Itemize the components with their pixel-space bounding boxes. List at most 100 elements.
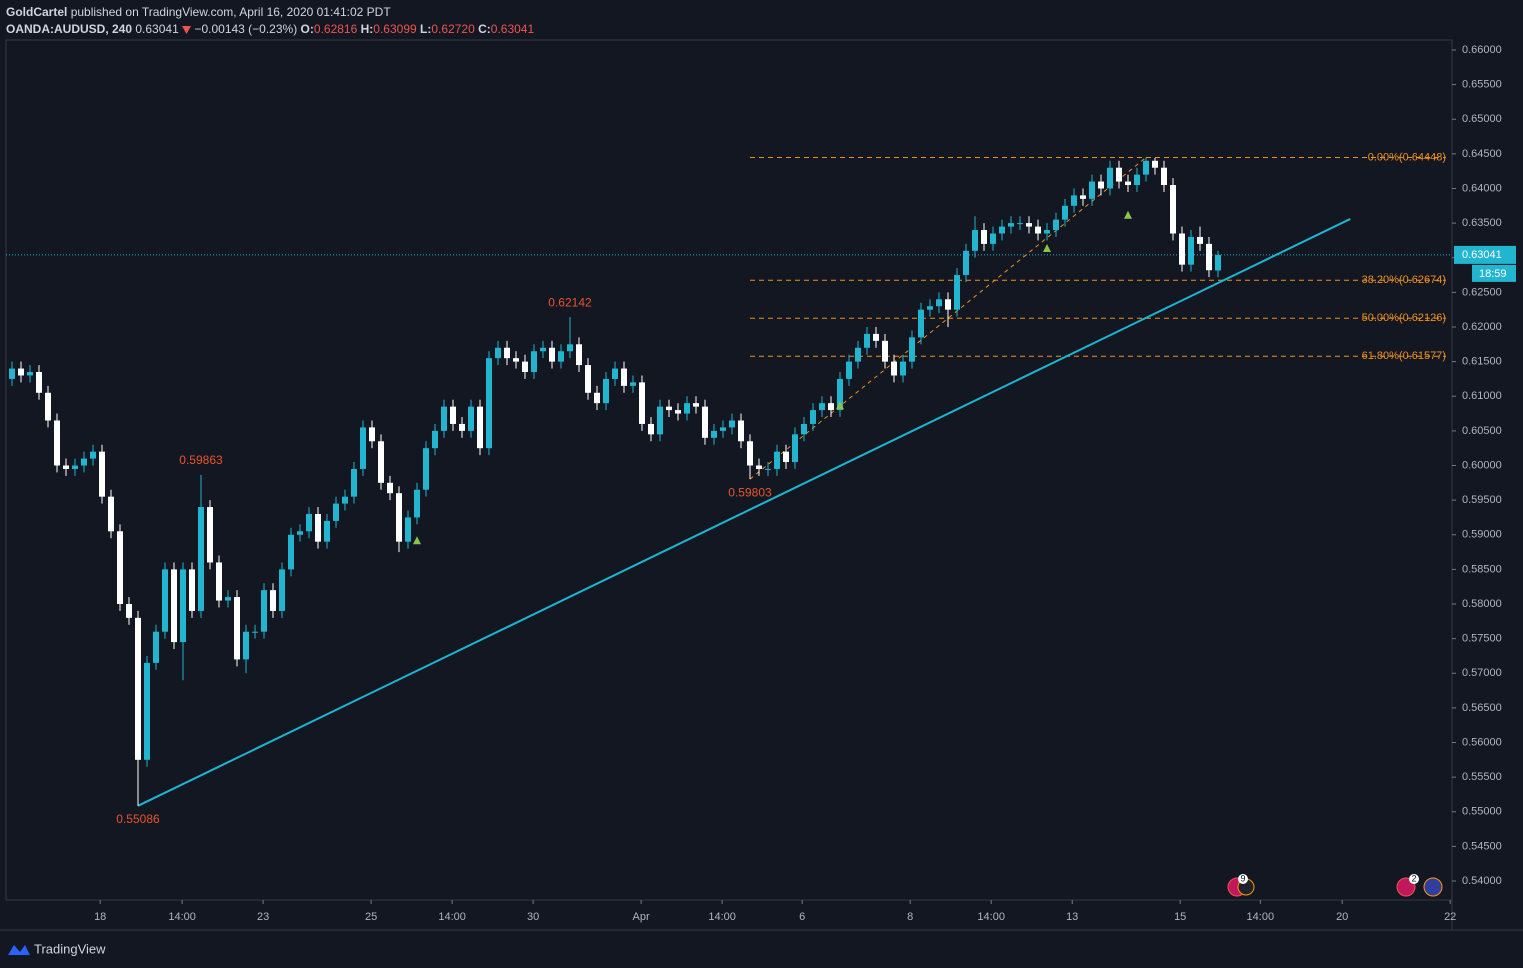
candle-body — [585, 365, 592, 393]
candle-body — [459, 423, 466, 431]
price-annotation: 0.55086 — [116, 812, 160, 826]
candle-body — [1143, 160, 1150, 175]
candle-body — [351, 468, 358, 497]
candle-body — [135, 617, 142, 760]
y-tick-label: 0.55500 — [1462, 771, 1502, 783]
candle-body — [1179, 233, 1186, 265]
candle-body — [828, 403, 835, 411]
candle-body — [711, 430, 718, 438]
y-tick-label: 0.61500 — [1462, 356, 1502, 368]
y-tick-label: 0.59000 — [1462, 529, 1502, 541]
candle-body — [981, 230, 988, 244]
y-tick-label: 0.60500 — [1462, 425, 1502, 437]
x-tick-label: 14:00 — [438, 911, 466, 923]
candle-body — [252, 631, 259, 633]
candle-body — [621, 368, 628, 386]
candle-body — [648, 423, 655, 435]
x-tick-label: 20 — [1336, 911, 1348, 923]
candle-body — [81, 458, 88, 466]
candle-body — [909, 337, 916, 362]
candle-body — [468, 406, 475, 431]
down-arrow — [182, 25, 192, 34]
signal — [836, 401, 845, 410]
price-annotation: 0.62142 — [548, 295, 592, 309]
candle-body — [918, 309, 925, 338]
candle-body — [864, 333, 871, 348]
candle-body — [765, 468, 772, 470]
candle-body — [1008, 223, 1015, 227]
candle-body — [891, 361, 898, 376]
ohlc-value: 0.62816 — [313, 22, 358, 36]
candle-body — [243, 631, 250, 660]
countdown-badge — [1472, 264, 1516, 282]
candle-body — [387, 482, 394, 494]
candle-body — [783, 451, 790, 463]
candle-body — [963, 250, 970, 276]
signal — [413, 536, 422, 545]
candle-body — [792, 434, 799, 463]
y-tick-label: 0.64000 — [1462, 182, 1502, 194]
y-tick-label: 0.57500 — [1462, 633, 1502, 645]
candle-body — [1053, 219, 1060, 231]
candle-body — [567, 344, 574, 352]
plot-area — [5, 39, 1453, 901]
candle-body — [603, 378, 610, 404]
candle-body — [342, 496, 349, 504]
x-tick-label: 6 — [799, 911, 805, 923]
candle-body — [45, 392, 52, 421]
author: GoldCartel — [6, 5, 68, 19]
candle-body — [261, 590, 268, 632]
y-tick-label: 0.56500 — [1462, 702, 1502, 714]
candle-body — [927, 306, 934, 310]
candle-body — [801, 423, 808, 435]
ohlc-value: 0.63041 — [490, 22, 535, 36]
price-badge-label: 0.63041 — [1462, 249, 1502, 261]
candle-body — [999, 226, 1006, 234]
candle-body — [63, 465, 70, 469]
candle-body — [1170, 185, 1177, 234]
candle-body — [54, 420, 61, 466]
candle-body — [441, 406, 448, 431]
y-tick-label: 0.58500 — [1462, 563, 1502, 575]
brand: TradingView — [34, 941, 106, 956]
price-annotation: 0.59803 — [728, 485, 772, 499]
ohlc-key: O: — [300, 22, 314, 36]
fib-label: 38.20%(0.62674) — [1362, 274, 1446, 286]
candle-body — [1080, 195, 1087, 199]
x-tick-label: Apr — [633, 911, 650, 923]
y-tick-label: 0.66000 — [1462, 44, 1502, 56]
candle-body — [234, 597, 241, 660]
y-tick-label: 0.60000 — [1462, 459, 1502, 471]
y-tick-label: 0.65500 — [1462, 79, 1502, 91]
y-tick-label: 0.59500 — [1462, 494, 1502, 506]
candle-body — [423, 448, 430, 490]
x-tick-label: 13 — [1066, 911, 1078, 923]
y-tick-label: 0.56000 — [1462, 736, 1502, 748]
ohlc-key: C: — [478, 22, 491, 36]
candle-body — [324, 520, 331, 542]
candle-body — [810, 410, 817, 424]
x-tick-label: 14:00 — [1247, 911, 1275, 923]
fib-label: 61.80%(0.61577) — [1362, 350, 1446, 362]
candle-body — [1017, 223, 1024, 225]
candle-body — [270, 590, 277, 611]
candle-body — [450, 406, 457, 424]
candle-body — [540, 347, 547, 352]
candle-body — [873, 333, 880, 341]
candle-body — [954, 275, 961, 310]
candle-body — [729, 420, 736, 428]
candle-body — [1125, 181, 1132, 186]
candle-body — [846, 361, 853, 379]
published: published on TradingView.com, April 16, … — [70, 5, 391, 19]
candle-body — [1107, 167, 1114, 189]
candle-body — [936, 299, 943, 307]
candle-body — [18, 368, 25, 376]
candle-body — [675, 410, 682, 414]
candle-body — [1044, 230, 1051, 234]
candle-body — [225, 597, 232, 601]
x-tick-label: 14:00 — [708, 911, 736, 923]
candle-body — [882, 340, 889, 362]
candle-body — [486, 358, 493, 449]
ohlc-key: H: — [360, 22, 374, 36]
